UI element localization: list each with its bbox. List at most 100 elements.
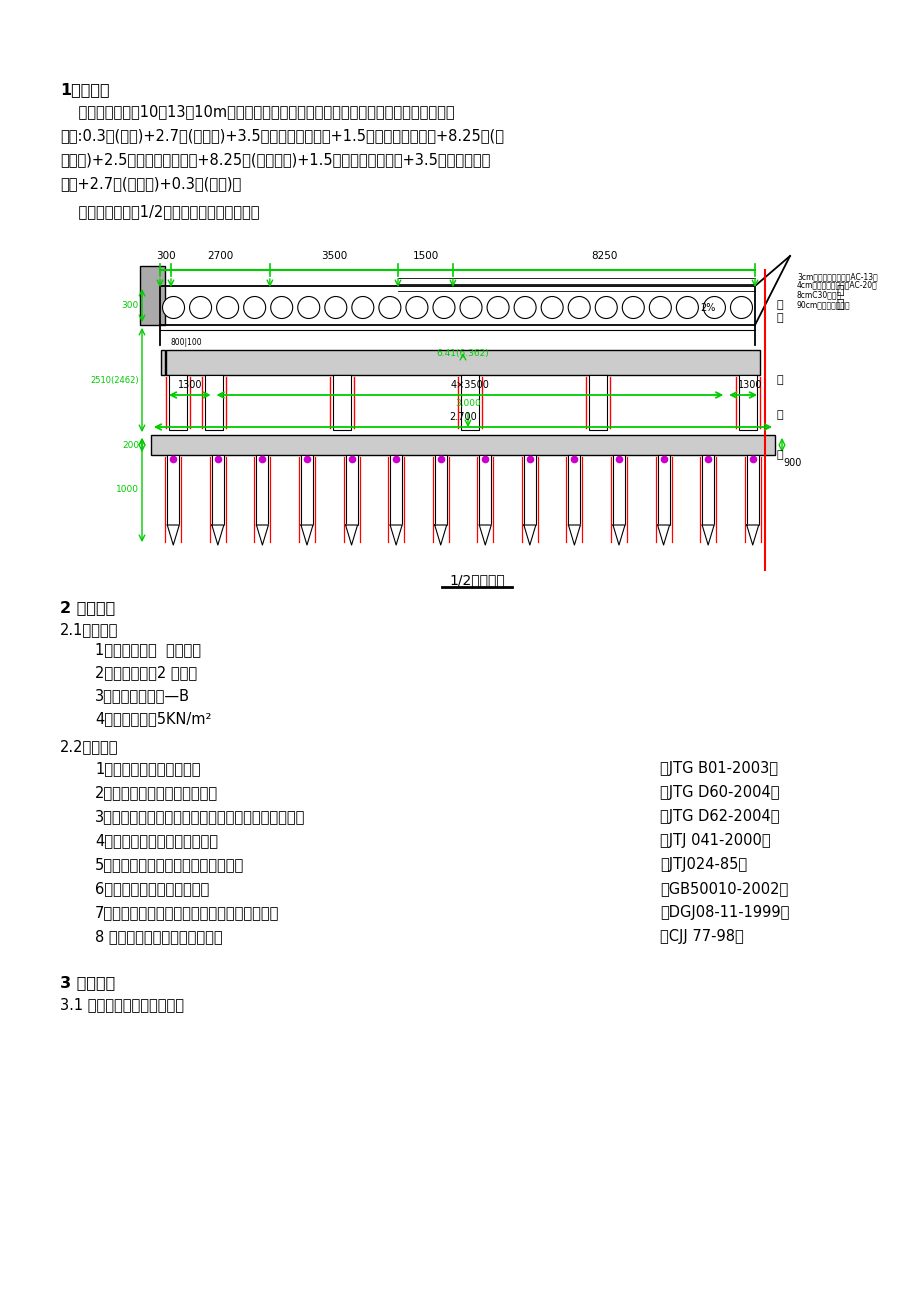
Text: 900: 900	[782, 458, 800, 467]
Bar	[588, 375, 607, 430]
Circle shape	[703, 297, 725, 319]
Text: （JTG B01-2003）: （JTG B01-2003）	[659, 760, 777, 776]
Text: 面: 面	[835, 297, 843, 310]
Circle shape	[244, 297, 266, 319]
Text: 线: 线	[776, 450, 782, 460]
Circle shape	[460, 297, 482, 319]
Text: 心: 心	[776, 410, 782, 421]
Text: （DGJ08-11-1999）: （DGJ08-11-1999）	[659, 905, 789, 921]
Text: 道）+2.7米(人行道)+0.3米(栏杆)。: 道）+2.7米(人行道)+0.3米(栏杆)。	[60, 176, 241, 191]
Bar	[460, 375, 479, 430]
Text: 1300: 1300	[177, 380, 202, 391]
Text: 3.1 混凝土各项力学指标见表: 3.1 混凝土各项力学指标见表	[60, 997, 184, 1012]
Text: 2700: 2700	[207, 251, 233, 260]
Circle shape	[433, 297, 455, 319]
Polygon shape	[568, 525, 580, 546]
Bar	[612, 454, 624, 525]
Polygon shape	[479, 525, 491, 546]
Bar	[169, 375, 187, 430]
Text: （GB50010-2002）: （GB50010-2002）	[659, 881, 788, 896]
Bar	[151, 435, 774, 454]
Bar	[657, 454, 669, 525]
Bar	[746, 454, 758, 525]
Text: 3,000: 3,000	[455, 398, 481, 408]
Text: 本上部结构采用10＋13＋10m普通钢筋混凝土简支梁。桥梁桥面分左右两幅布置，桥面宽: 本上部结构采用10＋13＋10m普通钢筋混凝土简支梁。桥梁桥面分左右两幅布置，桥…	[60, 104, 454, 118]
Text: 1/2桥墩侧面: 1/2桥墩侧面	[449, 573, 505, 587]
Text: 8 、《城市桥梁设计荷载标准》: 8 、《城市桥梁设计荷载标准》	[95, 930, 222, 944]
Bar	[211, 454, 223, 525]
Text: 200: 200	[121, 440, 139, 449]
Bar	[256, 454, 268, 525]
Text: 中: 中	[776, 375, 782, 385]
Text: 2、行车道数：2 车道；: 2、行车道数：2 车道；	[95, 665, 197, 680]
Text: 8cmC30钢筋砼: 8cmC30钢筋砼	[796, 290, 841, 299]
Text: 5、《公路桥涵地基与基础设计规范》: 5、《公路桥涵地基与基础设计规范》	[95, 857, 244, 872]
Bar	[479, 454, 491, 525]
Polygon shape	[612, 525, 624, 546]
Text: 3、荷载标准：城—B: 3、荷载标准：城—B	[95, 687, 190, 703]
Bar	[167, 454, 179, 525]
Text: （JTJ024-85）: （JTJ024-85）	[659, 857, 746, 872]
Text: 1300: 1300	[737, 380, 762, 391]
Text: 1工程说明: 1工程说明	[60, 82, 109, 98]
Text: 2.2设计规范: 2.2设计规范	[60, 740, 119, 754]
Text: 面: 面	[776, 312, 782, 323]
Polygon shape	[701, 525, 713, 546]
Bar	[333, 375, 350, 430]
Text: 2.700: 2.700	[448, 411, 476, 422]
Polygon shape	[657, 525, 669, 546]
Text: 4cm中粒式沥青混凝（AC-20）: 4cm中粒式沥青混凝（AC-20）	[796, 280, 877, 289]
Text: 300: 300	[121, 301, 139, 310]
Circle shape	[621, 297, 643, 319]
Polygon shape	[346, 525, 357, 546]
Text: 6、《混凝土结构设计规范》: 6、《混凝土结构设计规范》	[95, 881, 209, 896]
Circle shape	[730, 297, 752, 319]
Bar	[738, 375, 756, 430]
Circle shape	[298, 297, 320, 319]
Circle shape	[216, 297, 238, 319]
Text: 1000: 1000	[116, 486, 139, 495]
Text: 300: 300	[155, 251, 176, 260]
Circle shape	[675, 297, 698, 319]
Text: 90cm钢筋砼空心板梁: 90cm钢筋砼空心板梁	[796, 299, 850, 309]
Circle shape	[379, 297, 401, 319]
Text: 3500: 3500	[321, 251, 346, 260]
Circle shape	[189, 297, 211, 319]
Bar	[301, 454, 312, 525]
Circle shape	[595, 297, 617, 319]
Text: 7、上海市工程建设规范《地基基础设计规范》: 7、上海市工程建设规范《地基基础设计规范》	[95, 905, 279, 921]
Text: 桥: 桥	[776, 299, 782, 310]
Bar	[568, 454, 580, 525]
Polygon shape	[435, 525, 447, 546]
FancyBboxPatch shape	[165, 350, 759, 375]
Text: 度为:0.3米(栏杆)+2.7米(人行道)+3.5米（非机动车道）+1.5米（机非分隔带）+8.25米(机: 度为:0.3米(栏杆)+2.7米(人行道)+3.5米（非机动车道）+1.5米（机…	[60, 128, 504, 143]
Text: 1、公路等级：  二级道路: 1、公路等级： 二级道路	[95, 642, 200, 658]
Text: （JTJ 041-2000）: （JTJ 041-2000）	[659, 833, 770, 848]
Text: 4×3500: 4×3500	[450, 380, 489, 391]
Text: 2%: 2%	[699, 303, 715, 312]
Text: 2510(2462): 2510(2462)	[90, 375, 139, 384]
Text: 2.1设计标准: 2.1设计标准	[60, 622, 119, 637]
Circle shape	[324, 297, 346, 319]
Text: 3 设计参数: 3 设计参数	[60, 975, 115, 990]
Text: 8250: 8250	[590, 251, 617, 260]
Circle shape	[486, 297, 508, 319]
Circle shape	[568, 297, 590, 319]
Circle shape	[163, 297, 185, 319]
Circle shape	[514, 297, 536, 319]
Text: （CJJ 77-98）: （CJJ 77-98）	[659, 930, 743, 944]
Bar	[390, 454, 402, 525]
Circle shape	[405, 297, 427, 319]
Circle shape	[540, 297, 562, 319]
Polygon shape	[211, 525, 223, 546]
Polygon shape	[301, 525, 312, 546]
Text: （JTG D62-2004）: （JTG D62-2004）	[659, 809, 778, 824]
Bar	[161, 350, 165, 375]
Text: 动车道)+2.5米（中央分隔带）+8.25米(机动车道)+1.5米（机非分隔带）+3.5米（非机动车: 动车道)+2.5米（中央分隔带）+8.25米(机动车道)+1.5米（机非分隔带）…	[60, 152, 490, 167]
Text: 4、《公路桥涵施工技术规范》: 4、《公路桥涵施工技术规范》	[95, 833, 218, 848]
Text: 3cm细粒式沥青混凝（AC-13）: 3cm细粒式沥青混凝（AC-13）	[796, 272, 877, 281]
Text: 1、《公路工程技术标准》: 1、《公路工程技术标准》	[95, 760, 200, 776]
Polygon shape	[523, 525, 535, 546]
Circle shape	[270, 297, 292, 319]
Bar	[140, 266, 165, 326]
